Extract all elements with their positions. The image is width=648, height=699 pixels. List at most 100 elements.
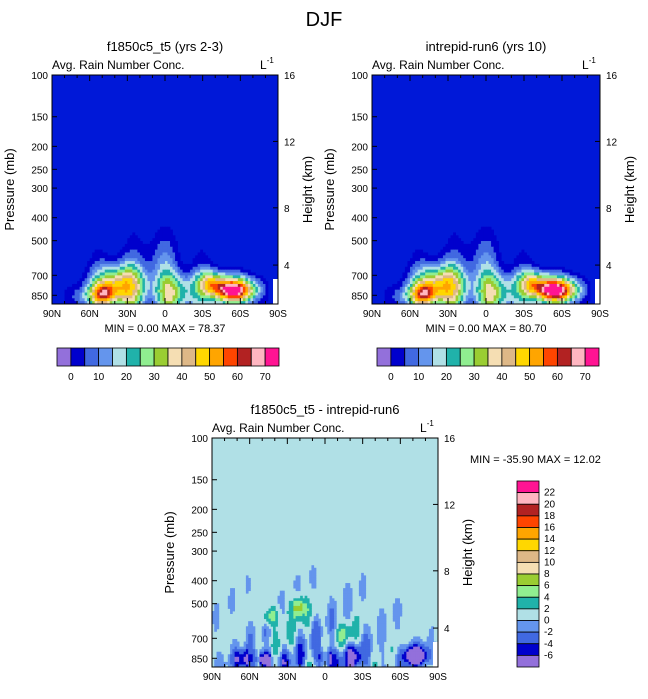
heatmap-cell (399, 289, 403, 293)
heatmap-cell (488, 261, 492, 265)
heatmap-cell (345, 656, 348, 660)
heatmap-cell (205, 269, 209, 273)
heatmap-cell (315, 651, 319, 655)
heatmap-cell (496, 241, 500, 245)
heatmap-cell (142, 298, 146, 302)
heatmap-cell (268, 631, 272, 635)
heatmap-cell (255, 286, 259, 291)
heatmap-cell (195, 261, 199, 265)
heatmap-cell (521, 298, 525, 302)
heatmap-cell (82, 301, 86, 305)
heatmap-cell (129, 249, 133, 253)
heatmap-cell (440, 281, 444, 285)
heatmap-cell (263, 651, 267, 655)
heatmap-cell (463, 286, 467, 291)
heatmap-cell (311, 577, 315, 581)
heatmap-cell (415, 301, 418, 305)
heatmap-cell (152, 249, 156, 253)
heatmap-cell (132, 281, 136, 285)
heatmap-cell (243, 661, 247, 665)
heatmap-cell (541, 295, 545, 299)
heatmap-cell (236, 646, 240, 650)
heatmap-cell (252, 664, 256, 668)
legend-box (125, 347, 141, 367)
legend-box (584, 347, 600, 367)
heatmap-cell (124, 295, 128, 299)
heatmap-cell (468, 275, 472, 279)
heatmap-cell (97, 283, 101, 288)
heatmap-cell (379, 639, 382, 642)
heatmap-cell (536, 263, 540, 268)
heatmap-cell (376, 623, 380, 627)
heatmap-cell (354, 654, 358, 658)
heatmap-cell (122, 258, 126, 262)
heatmap-cell (486, 243, 489, 248)
heatmap-cell (270, 661, 274, 665)
heatmap-cell (431, 661, 434, 665)
heatmap-cell (313, 654, 317, 658)
heatmap-cell (432, 272, 436, 276)
heatmap-cell (334, 618, 337, 622)
heatmap-cell (440, 249, 444, 253)
heatmap-cell (365, 654, 369, 658)
heatmap-cell (478, 298, 482, 302)
heatmap-cell (470, 295, 474, 299)
heatmap-cell (379, 618, 382, 622)
heatmap-cell (286, 659, 290, 663)
heatmap-cell (277, 656, 281, 660)
heatmap-cell (92, 283, 96, 288)
heatmap-cell (220, 286, 224, 291)
heatmap-cell (453, 272, 456, 276)
heatmap-cell (546, 269, 550, 273)
heatmap-cell (142, 286, 146, 291)
heatmap-cell (252, 275, 256, 279)
heatmap-cell (154, 275, 158, 279)
heatmap-cell (526, 278, 530, 282)
heatmap-cell (263, 661, 267, 665)
heatmap-cell (149, 258, 153, 262)
heatmap-cell (170, 292, 173, 296)
heatmap-cell (288, 621, 292, 625)
heatmap-cell (329, 644, 333, 648)
heatmap-cell (404, 664, 407, 668)
heatmap-cell (235, 283, 239, 288)
heatmap-cell (453, 275, 456, 279)
heatmap-cell (401, 659, 405, 663)
heatmap-cell (175, 289, 178, 293)
heatmap-cell (157, 269, 161, 273)
heatmap-cell (397, 613, 400, 617)
heatmap-cell (149, 243, 153, 248)
heatmap-cell (235, 275, 239, 279)
heatmap-cell (349, 659, 353, 663)
heatmap-cell (432, 266, 436, 271)
heatmap-cell (478, 289, 482, 293)
panel-title: intrepid-run6 (yrs 10) (426, 39, 547, 54)
heatmap-cell (177, 289, 181, 293)
heatmap-cell (137, 263, 141, 268)
heatmap-cell (309, 608, 312, 612)
heatmap-cell (263, 623, 267, 627)
heatmap-cell (248, 641, 251, 645)
heatmap-cell (395, 611, 398, 614)
heatmap-cell (562, 301, 565, 305)
heatmap-cell (215, 292, 219, 296)
heatmap-cell (501, 278, 505, 282)
heatmap-cell (137, 238, 141, 242)
heatmap-cell (356, 659, 360, 663)
heatmap-cell (165, 286, 168, 291)
heatmap-cell (524, 261, 527, 265)
heatmap-cell (531, 269, 535, 273)
heatmap-cell (149, 269, 153, 273)
heatmap-cell (425, 255, 429, 259)
heatmap-cell (488, 255, 492, 259)
heatmap-cell (329, 659, 333, 663)
heatmap-cell (465, 243, 469, 248)
heatmap-cell (114, 272, 118, 276)
heatmap-cell (445, 243, 449, 248)
heatmap-cell (322, 654, 326, 658)
heatmap-cell (202, 261, 206, 265)
heatmap-cell (114, 295, 118, 299)
heatmap-cell (102, 295, 106, 299)
heatmap-cell (207, 269, 211, 273)
heatmap-cell (232, 651, 235, 655)
